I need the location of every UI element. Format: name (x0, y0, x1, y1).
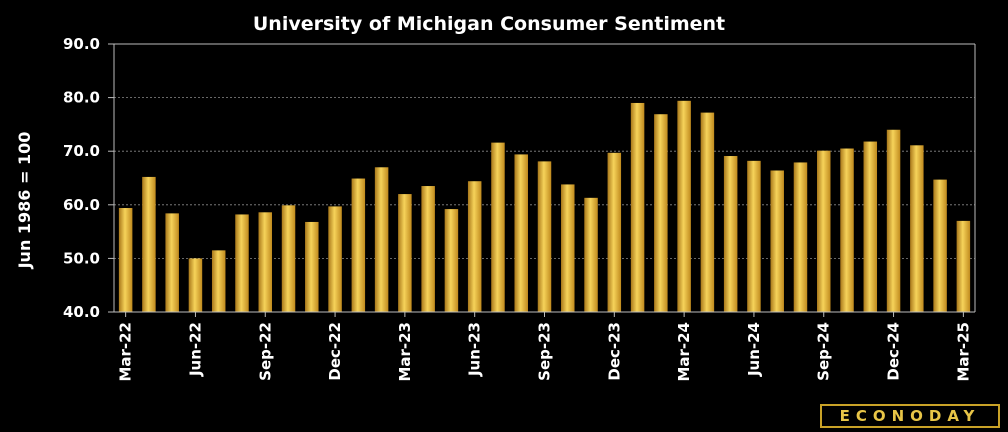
bar-mar-22 (118, 208, 133, 312)
bar-apr-22 (142, 176, 156, 312)
x-tick-label: Mar-24 (675, 322, 693, 382)
chart-title: University of Michigan Consumer Sentimen… (253, 13, 725, 35)
x-tick-label: Sep-22 (256, 322, 274, 381)
x-tick-label: Jun-22 (186, 322, 204, 377)
bar-nov-24 (863, 141, 878, 312)
y-tick-label: 70.0 (63, 142, 100, 160)
bar-feb-25 (933, 179, 947, 312)
y-tick-label: 90.0 (63, 35, 100, 53)
bar-jul-24 (770, 170, 784, 312)
x-tick-label: Dec-23 (605, 322, 623, 381)
bar-jan-23 (351, 178, 366, 312)
bar-dec-24 (886, 129, 901, 312)
bar-jun-22 (188, 258, 203, 312)
bar-jul-22 (211, 250, 226, 312)
bar-jul-23 (491, 142, 505, 312)
bar-sep-22 (258, 212, 273, 312)
bar-oct-24 (840, 148, 854, 312)
bar-apr-23 (421, 186, 435, 312)
y-axis-label: Jun 1986 = 100 (15, 132, 34, 270)
bar-mar-24 (677, 100, 691, 312)
bar-jun-24 (747, 160, 761, 312)
bar-aug-23 (514, 154, 528, 312)
x-tick-label: Sep-24 (815, 322, 833, 381)
bar-jun-23 (467, 181, 482, 312)
bar-nov-22 (305, 221, 319, 312)
y-tick-label: 40.0 (63, 303, 100, 321)
bar-nov-23 (584, 197, 598, 312)
bar-feb-23 (374, 167, 389, 312)
bar-oct-22 (281, 205, 296, 312)
x-tick-label: Mar-25 (954, 322, 972, 382)
bar-may-23 (444, 209, 459, 312)
y-tick-label: 50.0 (63, 249, 100, 267)
bar-aug-22 (235, 214, 249, 312)
y-tick-labels: 40.0 50.0 60.0 70.0 80.0 90.0 (63, 35, 100, 321)
x-tick-label: Dec-24 (885, 322, 903, 381)
logo-text: ECONODAY (839, 407, 981, 425)
bar-jan-24 (630, 102, 645, 313)
x-tick-label: Mar-23 (396, 322, 414, 382)
y-tick-label: 80.0 (63, 89, 100, 107)
x-tick-label: Mar-22 (117, 322, 135, 382)
bar-sep-24 (816, 150, 831, 312)
y-tick-label: 60.0 (63, 196, 100, 214)
bars (118, 100, 971, 313)
x-tick-label: Dec-22 (326, 322, 344, 381)
bar-may-24 (723, 156, 738, 312)
axes (108, 43, 976, 317)
bar-aug-24 (793, 162, 808, 312)
bar-apr-24 (700, 112, 715, 312)
gridlines (114, 97, 975, 259)
bar-oct-23 (561, 184, 575, 312)
econoday-logo: ECONODAY (820, 404, 1000, 428)
bar-may-22 (165, 213, 179, 312)
bar-mar-23 (398, 194, 412, 312)
x-tick-labels: Mar-22 Jun-22 Sep-22 Dec-22 Mar-23 Jun-23 Sep-… (117, 322, 973, 382)
x-tick-label: Sep-23 (536, 322, 554, 381)
bar-sep-23 (537, 161, 552, 312)
x-tick-label: Jun-23 (466, 322, 484, 377)
bar-feb-24 (654, 114, 668, 312)
bar-mar-25 (956, 220, 971, 312)
bar-dec-23 (607, 152, 622, 312)
bar-jan-25 (910, 145, 924, 312)
bar-dec-22 (328, 206, 342, 312)
x-tick-label: Jun-24 (745, 322, 763, 377)
